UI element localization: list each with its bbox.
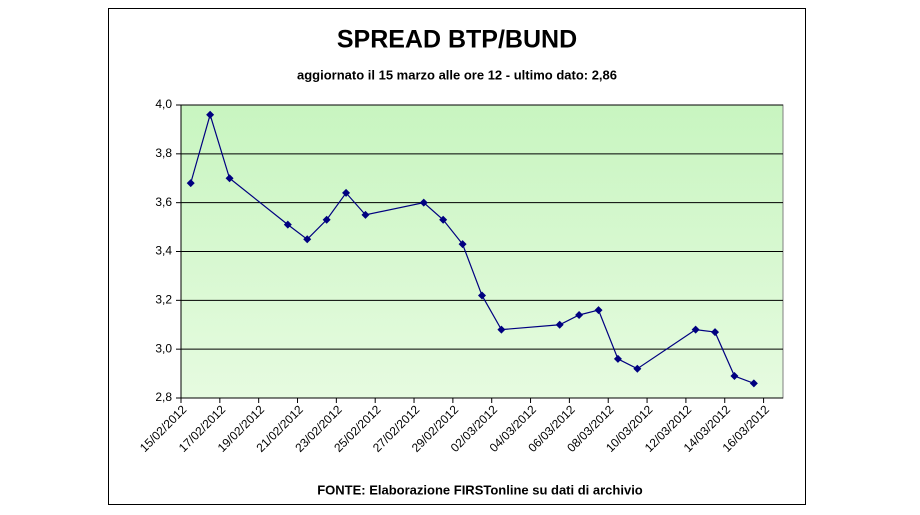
- data-point: [594, 306, 603, 315]
- data-point: [303, 235, 312, 244]
- y-tick-label: 3,6: [155, 195, 172, 209]
- data-point: [186, 179, 195, 188]
- data-point: [730, 372, 739, 381]
- data-point: [458, 240, 467, 249]
- data-point: [497, 325, 506, 334]
- chart-subtitle: aggiornato il 15 marzo alle ore 12 - ult…: [297, 67, 617, 82]
- data-point: [613, 354, 622, 363]
- data-point: [575, 310, 584, 319]
- data-point: [206, 110, 215, 119]
- data-line: [190, 112, 755, 384]
- data-point: [322, 215, 331, 224]
- y-tick-label: 3,2: [155, 293, 172, 307]
- data-point: [691, 325, 700, 334]
- y-tick-label: 2,8: [155, 390, 172, 404]
- source-note: FONTE: Elaborazione FIRSTonline su dati …: [317, 482, 643, 497]
- data-point: [419, 198, 428, 207]
- y-tick-label: 3,0: [155, 341, 172, 355]
- data-point: [283, 220, 292, 229]
- data-point: [361, 210, 370, 219]
- data-point: [342, 188, 351, 197]
- data-point: [225, 174, 234, 183]
- y-tick-label: 3,8: [155, 146, 172, 160]
- y-tick-label: 4,0: [155, 97, 172, 111]
- data-point: [439, 215, 448, 224]
- data-point: [749, 379, 758, 388]
- data-point: [633, 364, 642, 373]
- data-point: [711, 328, 720, 337]
- data-point: [555, 320, 564, 329]
- data-point: [478, 291, 486, 300]
- chart-title: SPREAD BTP/BUND: [337, 26, 577, 54]
- y-tick-label: 3,4: [155, 244, 172, 258]
